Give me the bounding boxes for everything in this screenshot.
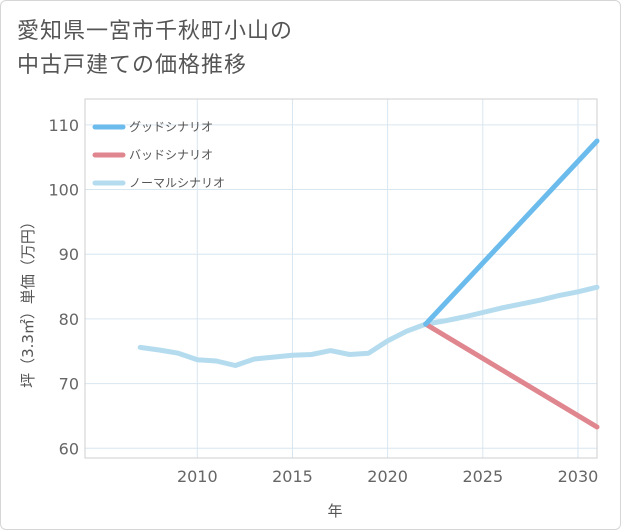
x-tick-label-2015: 2015: [272, 467, 313, 486]
series-line-bad: [423, 321, 600, 430]
series-line-good: [423, 138, 600, 327]
x-tick-label-2020: 2020: [367, 467, 408, 486]
x-tick-label-2030: 2030: [558, 467, 599, 486]
chart-title-line1: 愛知県一宮市千秋町小山の: [17, 19, 294, 44]
series-line-normal: [137, 284, 600, 368]
y-tick-label-100: 100: [48, 181, 79, 200]
legend-label-bad: バッドシナリオ: [129, 148, 213, 162]
x-axis-title: 年: [327, 502, 342, 520]
chart-title-line2: 中古戸建ての価格推移: [17, 53, 248, 78]
y-tick-label-70: 70: [59, 375, 79, 394]
legend-label-normal: ノーマルシナリオ: [129, 176, 225, 190]
legend-label-good: グッドシナリオ: [129, 120, 213, 134]
plot-frame: [84, 98, 598, 459]
series-layer: [137, 138, 600, 430]
x-tick-label-2025: 2025: [462, 467, 503, 486]
y-axis-title: 坪（3.3㎡）単価（万円）: [19, 214, 37, 388]
y-tick-label-90: 90: [59, 245, 79, 264]
y-tick-label-110: 110: [48, 116, 79, 135]
y-tick-label-80: 80: [59, 310, 79, 329]
x-tick-label-2010: 2010: [177, 467, 218, 486]
tick-labels: 2010 2015 2020 2025 2030 60 70 80 90 100 110: [48, 116, 598, 486]
chart-title: 愛知県一宮市千秋町小山の 中古戸建ての価格推移: [17, 15, 293, 83]
y-tick-label-60: 60: [59, 439, 79, 458]
